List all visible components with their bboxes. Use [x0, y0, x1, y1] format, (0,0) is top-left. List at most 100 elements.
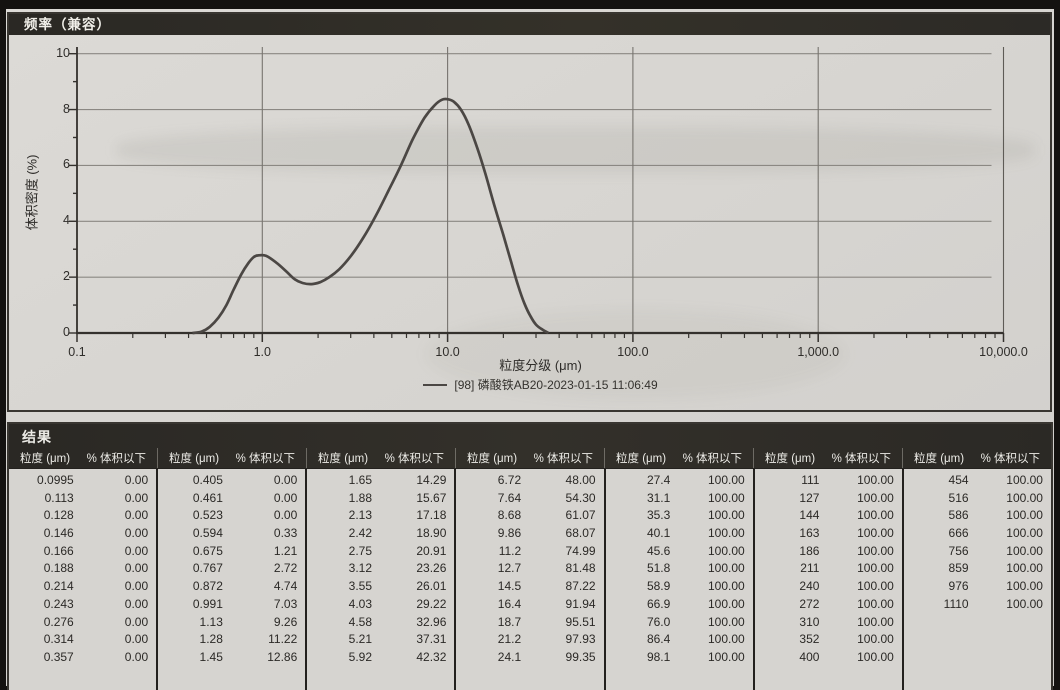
size-value-cell: 756 — [948, 543, 969, 558]
size-value-cell: 0.276 — [43, 614, 74, 629]
size-value-cell: 4.58 — [348, 614, 373, 629]
results-header-group: 粒度 (μm) % 体积以下 — [903, 448, 1051, 468]
table-row: 0.146 0.00 — [9, 525, 156, 543]
percent-value-cell: 37.31 — [416, 632, 447, 647]
percent-value-cell: 100.00 — [857, 543, 894, 558]
y-tick-label: 2 — [63, 269, 70, 284]
results-column-group: 6.72 48.00 7.64 54.30 8.68 61.07 9.86 68.07 11.2… — [456, 469, 606, 690]
percent-value-cell: 18.90 — [416, 526, 447, 541]
y-tick-label: 8 — [63, 101, 70, 116]
percent-value-cell: 81.48 — [565, 561, 596, 576]
size-value-cell: 1110 — [943, 596, 969, 611]
size-value-cell: 2.13 — [348, 508, 373, 523]
percent-value-cell: 68.07 — [565, 526, 596, 541]
size-value-cell: 0.872 — [192, 579, 223, 594]
results-header-group: 粒度 (μm) % 体积以下 — [9, 448, 158, 468]
y-axis-label: 体积密度 (%) — [24, 154, 40, 231]
frequency-curve — [192, 97, 550, 335]
percent-value-cell: 54.30 — [565, 490, 596, 505]
table-row: 0.357 0.00 — [9, 649, 156, 667]
y-tick-label: 10 — [56, 45, 70, 60]
size-column-header: 粒度 (μm) — [616, 453, 667, 465]
table-row: 2.42 18.90 — [307, 525, 454, 543]
size-value-cell: 18.7 — [497, 614, 522, 629]
percent-value-cell: 0.00 — [124, 632, 149, 647]
percent-value-cell: 0.00 — [124, 579, 149, 594]
percent-value-cell: 61.07 — [565, 508, 596, 523]
percent-value-cell: 100.00 — [857, 579, 894, 594]
size-value-cell: 586 — [948, 508, 969, 523]
size-value-cell: 111 — [801, 473, 820, 487]
table-row: 1110 100.00 — [904, 596, 1051, 614]
size-value-cell: 0.314 — [43, 632, 74, 647]
size-value-cell: 0.991 — [192, 596, 223, 611]
results-column-group: 27.4 100.00 31.1 100.00 35.3 100.00 40.1 100.00… — [606, 469, 755, 690]
table-row: 1.65 14.29 — [307, 472, 454, 490]
percent-value-cell: 100.00 — [707, 508, 745, 523]
percent-value-cell: 97.93 — [565, 632, 596, 647]
size-value-cell: 16.4 — [497, 596, 522, 611]
size-column-header: 粒度 (μm) — [318, 453, 369, 465]
percent-value-cell: 32.96 — [416, 614, 447, 629]
table-row: 40.1 100.00 — [606, 525, 753, 543]
percent-value-cell: 100.00 — [857, 561, 894, 576]
size-value-cell: 9.86 — [497, 526, 522, 541]
percent-value-cell: 100.00 — [707, 490, 745, 505]
table-row: 0.0995 0.00 — [9, 472, 156, 490]
table-row: 0.405 0.00 — [158, 472, 305, 490]
table-row: 0.188 0.00 — [9, 560, 156, 578]
size-value-cell: 400 — [799, 649, 820, 664]
table-row: 144 100.00 — [755, 507, 902, 525]
results-header-group: 粒度 (μm) % 体积以下 — [307, 448, 456, 468]
percent-value-cell: 0.00 — [273, 490, 298, 505]
percent-value-cell: 100.00 — [707, 526, 745, 541]
table-row: 76.0 100.00 — [606, 614, 753, 632]
table-row: 7.64 54.30 — [456, 490, 603, 508]
percent-value-cell: 0.00 — [124, 614, 149, 629]
percent-value-cell: 100.00 — [707, 596, 745, 611]
size-value-cell: 8.68 — [497, 508, 522, 523]
size-value-cell: 0.166 — [43, 543, 74, 558]
size-value-cell: 27.4 — [646, 473, 671, 487]
percent-value-cell: 17.18 — [416, 508, 447, 523]
percent-value-cell: 100.00 — [1006, 596, 1043, 611]
table-row: 352 100.00 — [755, 631, 902, 649]
table-row: 0.991 7.03 — [158, 596, 305, 614]
size-value-cell: 31.1 — [646, 490, 671, 505]
size-value-cell: 3.55 — [348, 579, 373, 594]
table-row: 211 100.00 — [755, 560, 902, 578]
table-row: 0.166 0.00 — [9, 543, 156, 561]
size-value-cell: 859 — [948, 561, 969, 576]
percent-value-cell: 95.51 — [565, 614, 596, 629]
frequency-chart-panel: 频率（兼容） 体积密度 (%) 0 2 4 6 8 10 0.1 1.0 10.0 100.0 1… — [7, 12, 1052, 412]
percent-column-header: % 体积以下 — [682, 453, 742, 465]
x-tick-label: 0.1 — [68, 345, 86, 359]
x-tick-label: 10.0 — [435, 345, 460, 359]
size-value-cell: 4.03 — [348, 596, 373, 611]
size-value-cell: 1.45 — [199, 649, 223, 664]
percent-value-cell: 14.29 — [416, 473, 447, 487]
table-row: 21.2 97.93 — [456, 631, 603, 649]
size-value-cell: 58.9 — [646, 579, 671, 594]
size-value-cell: 0.214 — [43, 579, 74, 594]
percent-value-cell: 74.99 — [565, 543, 596, 558]
results-column-group: 0.405 0.00 0.461 0.00 0.523 0.00 0.594 0.33 0.67… — [158, 469, 308, 690]
percent-value-cell: 100.00 — [857, 473, 894, 487]
size-value-cell: 2.75 — [348, 543, 373, 558]
percent-value-cell: 100.00 — [1006, 490, 1043, 505]
size-column-header: 粒度 (μm) — [914, 453, 965, 465]
percent-column-header: % 体积以下 — [831, 453, 891, 465]
results-header-group: 粒度 (μm) % 体积以下 — [158, 448, 307, 468]
size-value-cell: 66.9 — [646, 596, 671, 611]
size-column-header: 粒度 (μm) — [169, 453, 220, 465]
size-value-cell: 352 — [799, 632, 820, 647]
table-row: 127 100.00 — [755, 490, 902, 508]
percent-value-cell: 100.00 — [1006, 561, 1043, 576]
size-value-cell: 86.4 — [646, 632, 671, 647]
results-header-group: 粒度 (μm) % 体积以下 — [754, 448, 903, 468]
table-row: 11.2 74.99 — [456, 543, 603, 561]
percent-value-cell: 100.00 — [1006, 508, 1043, 523]
percent-value-cell: 0.33 — [273, 526, 298, 541]
table-row: 2.75 20.91 — [307, 543, 454, 561]
size-value-cell: 51.8 — [646, 561, 671, 576]
